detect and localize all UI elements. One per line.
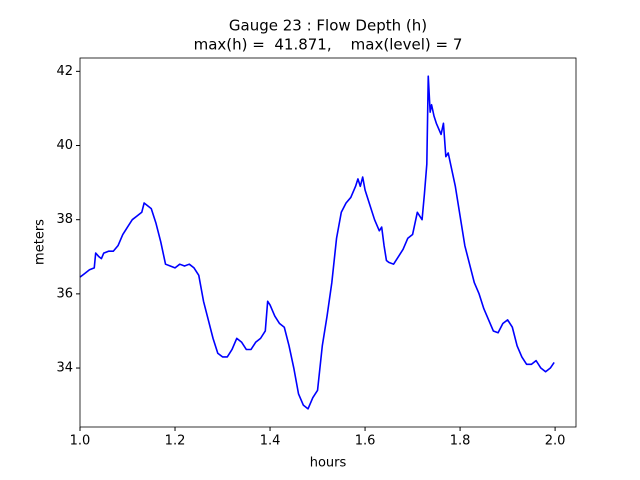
x-tick-label: 1.4: [260, 434, 281, 449]
y-axis-label: meters: [33, 219, 48, 265]
y-tick-label: 42: [56, 64, 73, 79]
x-tick-label: 1.6: [355, 434, 376, 449]
y-tick-label: 40: [56, 138, 73, 153]
x-axis-label: hours: [310, 456, 347, 471]
y-tick-label: 34: [56, 361, 73, 376]
plot-frame: [79, 57, 577, 428]
x-tick-label: 1.8: [450, 434, 471, 449]
data-line: [79, 75, 555, 410]
x-tick-label: 1.2: [165, 434, 186, 449]
chart-subtitle: max(h) = 41.871, max(level) = 7: [194, 36, 463, 54]
x-tick-label: 1.0: [70, 434, 91, 449]
y-tick-label: 38: [56, 212, 73, 227]
y-tick-label: 36: [56, 286, 73, 301]
chart-title: Gauge 23 : Flow Depth (h): [229, 17, 427, 35]
x-tick-label: 2.0: [545, 434, 566, 449]
